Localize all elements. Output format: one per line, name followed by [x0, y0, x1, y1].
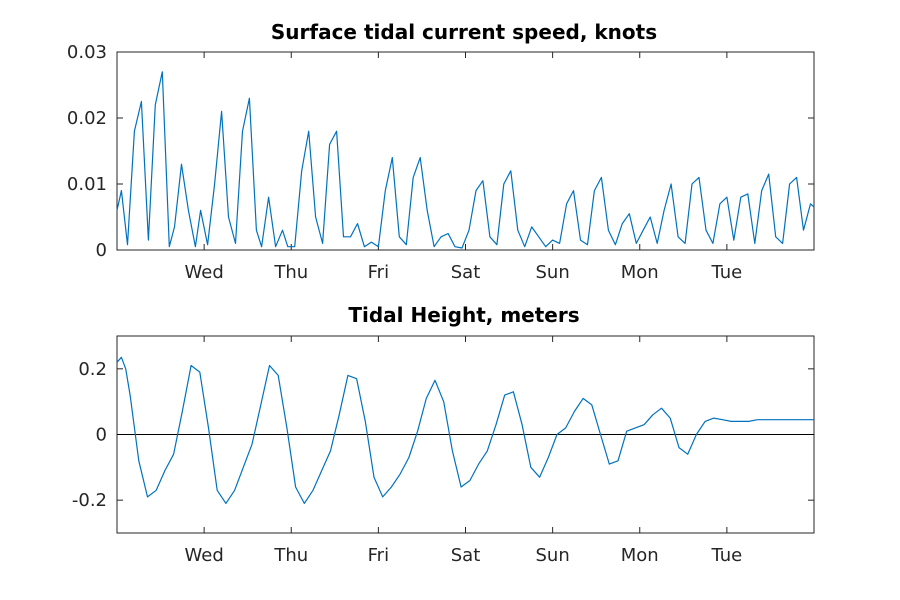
y-tick-label: 0.2 [78, 359, 107, 380]
tidal-height-chart: Tidal Height, meters Wed Thu Fri Sat Sun Mon T… [72, 303, 815, 566]
x-tick-label: Sun [536, 262, 570, 283]
series-line [116, 356, 814, 504]
x-tick-label: Wed [185, 545, 224, 566]
x-tick-label: Fri [368, 262, 389, 283]
y-tick-label: -0.2 [72, 490, 107, 511]
x-axis: Wed Thu Fri Sat Sun Mon Tue [185, 336, 743, 566]
x-tick-label: Mon [621, 545, 659, 566]
x-tick-label: Fri [368, 545, 389, 566]
y-tick-label: 0 [96, 240, 107, 261]
chart-title: Tidal Height, meters [348, 303, 579, 327]
x-tick-label: Sun [536, 545, 570, 566]
y-tick-label: 0.02 [67, 108, 107, 129]
x-tick-label: Wed [185, 262, 224, 283]
series-line [116, 71, 815, 249]
y-tick-label: 0.03 [67, 42, 107, 63]
series-group [116, 356, 814, 504]
current-speed-chart: Surface tidal current speed, knots Wed Th… [67, 20, 815, 283]
plot-area [116, 51, 815, 251]
x-tick-label: Thu [273, 545, 308, 566]
x-tick-label: Mon [621, 262, 659, 283]
x-tick-label: Tue [711, 545, 743, 566]
x-tick-label: Tue [711, 262, 743, 283]
chart-title: Surface tidal current speed, knots [271, 20, 657, 44]
y-axis: 0 0.01 0.02 0.03 [67, 42, 814, 261]
y-tick-label: 0.01 [67, 174, 107, 195]
x-tick-label: Sat [451, 545, 481, 566]
x-tick-label: Sat [451, 262, 481, 283]
x-tick-label: Thu [273, 262, 308, 283]
series-group [116, 71, 815, 249]
y-tick-label: 0 [96, 425, 107, 446]
x-axis: Wed Thu Fri Sat Sun Mon Tue [185, 52, 743, 283]
